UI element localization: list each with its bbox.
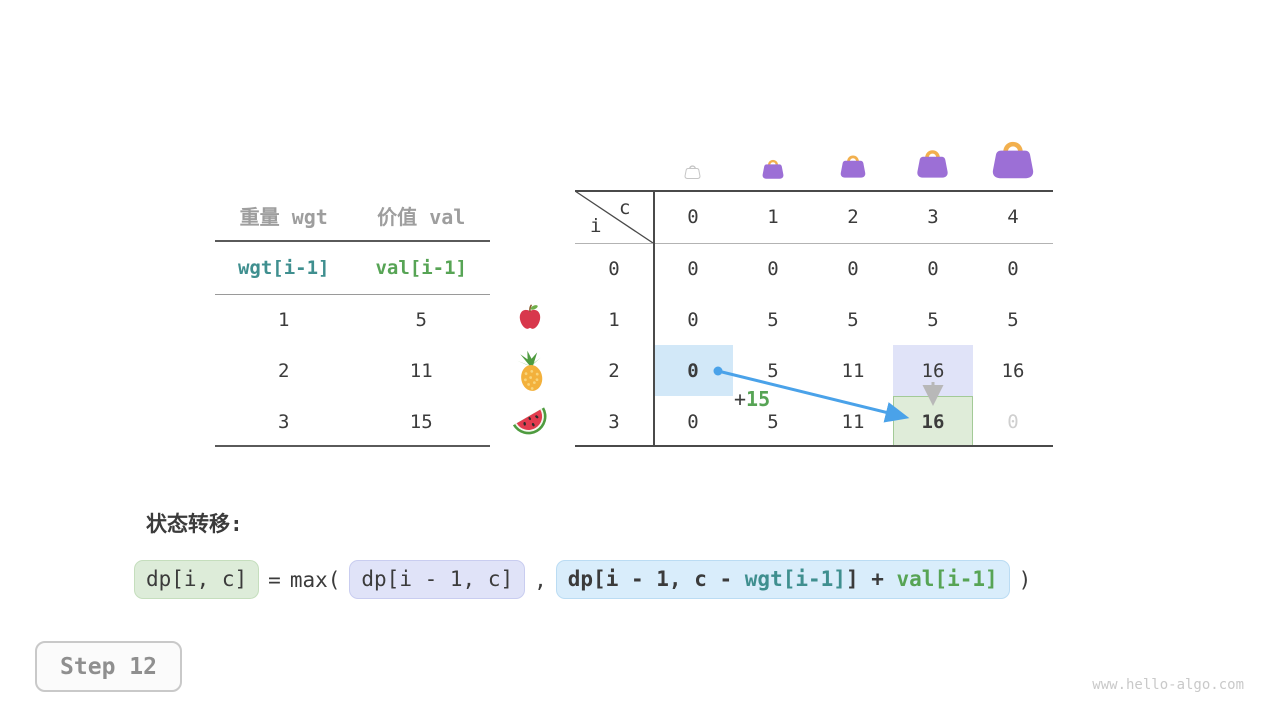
items-row-2: 2 11 <box>215 346 490 397</box>
dp-cell-2-3: 16 <box>921 359 945 382</box>
items-row-3: 3 15 <box>215 396 490 447</box>
dp-cell-3-0: 0 <box>687 410 699 433</box>
items-table-header: 重量 wgt 价值 val <box>215 190 490 242</box>
dp-cell-0-3: 0 <box>927 257 939 280</box>
formula-lhs: dp[i, c] <box>134 560 260 600</box>
dp-table-top-border <box>575 190 1053 192</box>
watermark: www.hello-algo.com <box>1092 677 1244 693</box>
formula-comma: , <box>534 567 547 592</box>
dp-row-header-1: 1 <box>608 308 620 331</box>
dp-table-bottom-border <box>575 445 1053 447</box>
corner-diagonal-line <box>575 190 653 243</box>
formula-arg2-mid: ] + <box>845 567 897 591</box>
dp-cell-1-0: 0 <box>687 308 699 331</box>
dp-cell-1-3: 5 <box>927 308 939 331</box>
item-3-value: 15 <box>409 410 433 433</box>
bag-icon <box>762 159 784 179</box>
dp-col-header-4: 4 <box>1007 205 1019 228</box>
dp-cell-2-2: 11 <box>841 359 865 382</box>
dp-cell-0-0: 0 <box>687 257 699 280</box>
item-1-weight: 1 <box>278 309 290 332</box>
dp-cell-2-0: 0 <box>687 359 699 382</box>
items-var-row: wgt[i-1] val[i-1] <box>215 242 490 295</box>
dp-col-header-2: 2 <box>847 205 859 228</box>
items-col-header-val: 价值 val <box>377 204 466 229</box>
item-1-value: 5 <box>415 309 427 332</box>
state-transition-formula: dp[i, c] = max( dp[i - 1, c] , dp[i - 1,… <box>134 560 1032 600</box>
bag-icon <box>992 141 1034 179</box>
dp-cell-1-2: 5 <box>847 308 859 331</box>
bag-icon <box>917 150 948 178</box>
bag-outline-icon <box>684 165 701 179</box>
dp-cell-0-1: 0 <box>767 257 779 280</box>
formula-arg2-pre: dp[i - 1, c - <box>567 567 745 591</box>
items-col-header-wgt: 重量 wgt <box>239 204 328 229</box>
dp-table: c i 0 1 2 3 4 0 0 0 0 0 0 1 0 5 5 5 5 2 … <box>575 190 1053 447</box>
formula-max-open: max( <box>289 567 341 592</box>
dp-cell-1-1: 5 <box>767 308 779 331</box>
items-row-1: 1 5 <box>215 295 490 346</box>
dp-cell-0-4: 0 <box>1007 257 1019 280</box>
pineapple-icon <box>517 350 543 391</box>
dp-table-vertical-rule <box>653 190 655 447</box>
dp-row-header-2: 2 <box>608 359 620 382</box>
dp-cell-3-2: 11 <box>841 410 865 433</box>
state-transition-heading: 状态转移: <box>146 512 243 536</box>
dp-row-header-3: 3 <box>608 410 620 433</box>
dp-cell-0-2: 0 <box>847 257 859 280</box>
formula-equals: = <box>268 567 281 592</box>
bag-icon <box>840 155 866 178</box>
dp-grid: c i 0 1 2 3 4 0 0 0 0 0 0 1 0 5 5 5 5 2 … <box>575 190 1053 447</box>
formula-arg2-wgt: wgt[i-1] <box>744 567 846 591</box>
dp-row-header-0: 0 <box>608 257 620 280</box>
item-3-weight: 3 <box>278 410 290 433</box>
dp-cell-3-1: 5 <box>767 410 779 433</box>
dp-corner-col-var: c <box>619 197 631 219</box>
plus-sign: + <box>734 387 747 411</box>
dp-cell-3-3: 16 <box>921 410 945 433</box>
item-2-value: 11 <box>409 359 433 382</box>
added-value: 15 <box>746 387 771 411</box>
items-var-val: val[i-1] <box>375 257 467 279</box>
apple-icon <box>519 304 541 329</box>
formula-close-paren: ) <box>1018 567 1032 592</box>
items-table: 重量 wgt 价值 val wgt[i-1] val[i-1] 1 5 2 11… <box>215 190 490 447</box>
dp-col-header-1: 1 <box>767 205 779 228</box>
dp-table-header-separator <box>575 242 1053 244</box>
item-2-weight: 2 <box>278 359 290 382</box>
formula-arg1: dp[i - 1, c] <box>349 560 526 600</box>
items-var-wgt: wgt[i-1] <box>237 257 330 279</box>
value-add-annotation: +15 <box>734 387 770 411</box>
dp-cell-2-4: 16 <box>1001 359 1025 382</box>
formula-arg2: dp[i - 1, c - wgt[i-1]] + val[i-1] <box>555 560 1010 600</box>
formula-arg2-val: val[i-1] <box>896 567 998 591</box>
dp-cell-3-4: 0 <box>1007 410 1019 433</box>
step-badge: Step 12 <box>35 641 182 692</box>
watermelon-icon <box>512 407 547 435</box>
dp-corner-row-var: i <box>590 215 602 237</box>
dp-col-header-0: 0 <box>687 205 699 228</box>
dp-col-header-3: 3 <box>927 205 939 228</box>
dp-cell-1-4: 5 <box>1007 308 1019 331</box>
dp-corner-cell: c i <box>575 190 653 243</box>
